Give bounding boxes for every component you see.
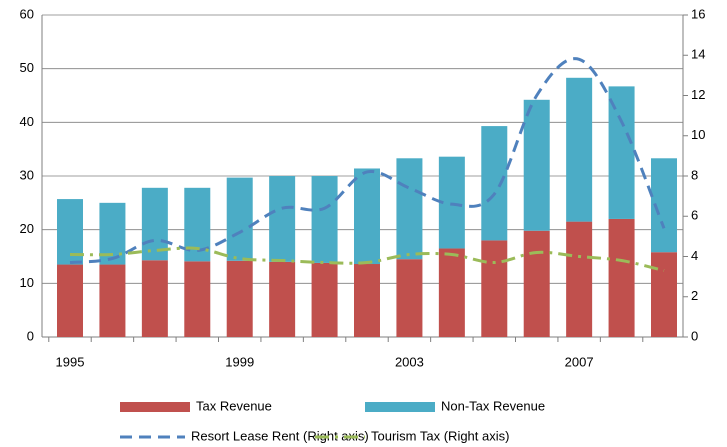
y2-tick-label: 2 [691, 288, 698, 303]
bar [269, 176, 296, 262]
bar [608, 86, 635, 219]
line [69, 57, 666, 265]
y-tick-label: 50 [20, 60, 34, 75]
legend-label: Non-Tax Revenue [441, 398, 545, 413]
y-tick-label: 0 [27, 328, 34, 343]
bar [651, 252, 677, 337]
legend-label: Tax Revenue [196, 398, 272, 413]
bar [184, 261, 211, 337]
bar [523, 99, 550, 231]
bar [481, 240, 508, 337]
x-tick-label: 1995 [56, 354, 85, 369]
bar [269, 261, 296, 337]
y-tick-label: 20 [20, 221, 34, 236]
bar [226, 260, 253, 337]
bar [141, 187, 168, 261]
bar [608, 218, 635, 337]
y2-tick-label: 0 [691, 328, 698, 343]
bar [438, 248, 465, 337]
bar [481, 126, 508, 241]
legend-swatch [365, 402, 435, 412]
y2-tick-label: 16 [691, 6, 705, 21]
line [69, 246, 665, 273]
legend-swatch [120, 402, 190, 412]
bar [311, 176, 338, 263]
bar [396, 259, 423, 337]
y2-tick-label: 10 [691, 127, 705, 142]
y2-tick-label: 8 [691, 167, 698, 182]
bar [311, 262, 338, 337]
legend-label: Tourism Tax (Right axis) [371, 428, 509, 443]
y2-tick-label: 14 [691, 47, 705, 62]
bar [57, 264, 83, 337]
bar [226, 177, 253, 261]
x-tick-label: 2007 [565, 354, 594, 369]
y-tick-label: 40 [20, 114, 34, 129]
bar [396, 158, 423, 260]
y2-tick-label: 6 [691, 208, 698, 223]
bar [566, 221, 593, 337]
legend-label: Resort Lease Rent (Right axis) [191, 428, 369, 443]
bar [99, 264, 126, 337]
y-tick-label: 30 [20, 167, 34, 182]
y2-tick-label: 12 [691, 87, 705, 102]
bar [566, 77, 593, 222]
bar [354, 264, 380, 337]
y-tick-label: 10 [20, 275, 34, 290]
bar [354, 168, 380, 265]
bar [523, 230, 550, 337]
y2-tick-label: 4 [691, 248, 698, 263]
y-tick-label: 60 [20, 6, 34, 21]
bar [141, 260, 168, 337]
x-tick-label: 1999 [225, 354, 254, 369]
x-tick-label: 2003 [395, 354, 424, 369]
